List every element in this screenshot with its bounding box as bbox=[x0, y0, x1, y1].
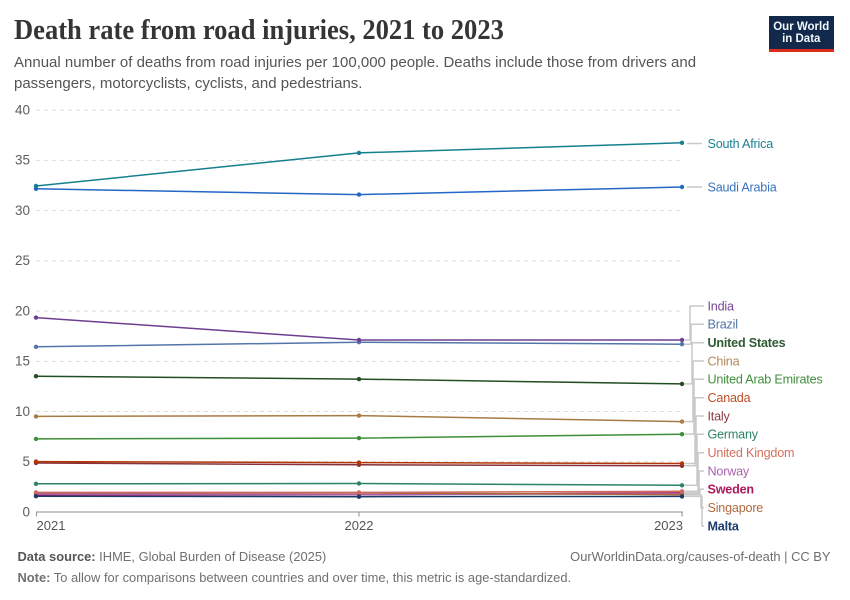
svg-text:2022: 2022 bbox=[345, 518, 374, 533]
svg-text:United Arab Emirates: United Arab Emirates bbox=[708, 373, 823, 387]
svg-text:Sweden: Sweden bbox=[708, 483, 754, 497]
svg-text:10: 10 bbox=[15, 404, 30, 419]
svg-text:United Kingdom: United Kingdom bbox=[708, 446, 795, 460]
svg-text:Saudi Arabia: Saudi Arabia bbox=[708, 180, 777, 194]
svg-text:5: 5 bbox=[22, 454, 30, 469]
svg-text:2021: 2021 bbox=[37, 518, 66, 533]
svg-text:Brazil: Brazil bbox=[708, 318, 738, 332]
svg-text:China: China bbox=[708, 354, 740, 368]
svg-text:Singapore: Singapore bbox=[708, 501, 764, 515]
svg-text:Italy: Italy bbox=[708, 409, 731, 423]
svg-text:South Africa: South Africa bbox=[708, 137, 774, 151]
svg-text:40: 40 bbox=[15, 103, 30, 118]
svg-text:United States: United States bbox=[708, 336, 786, 350]
svg-text:Germany: Germany bbox=[708, 428, 759, 442]
svg-text:Norway: Norway bbox=[708, 464, 750, 478]
svg-text:2023: 2023 bbox=[654, 518, 683, 533]
svg-text:India: India bbox=[708, 299, 735, 313]
svg-text:35: 35 bbox=[15, 153, 30, 168]
svg-text:15: 15 bbox=[15, 354, 30, 369]
svg-text:30: 30 bbox=[15, 203, 30, 218]
svg-text:0: 0 bbox=[22, 504, 30, 519]
svg-text:Malta: Malta bbox=[708, 519, 740, 533]
svg-text:20: 20 bbox=[15, 303, 30, 318]
svg-text:25: 25 bbox=[15, 253, 30, 268]
svg-text:Canada: Canada bbox=[708, 391, 751, 405]
